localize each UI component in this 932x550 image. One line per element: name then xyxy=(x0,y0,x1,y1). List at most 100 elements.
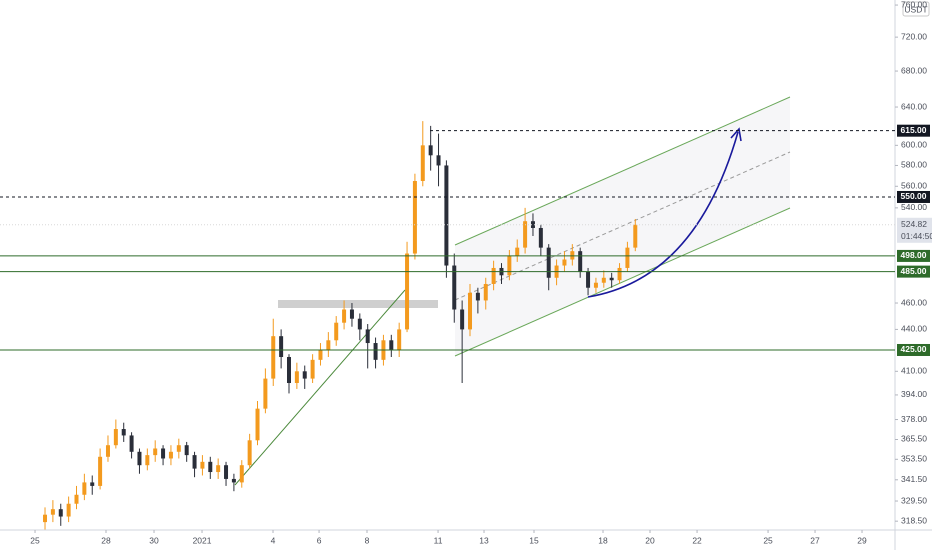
candle-body xyxy=(192,455,197,469)
price-label-box xyxy=(897,190,930,203)
candle-body xyxy=(633,224,638,248)
candle-body xyxy=(247,440,252,466)
candle-body xyxy=(601,277,606,283)
currency-box xyxy=(902,1,930,17)
candle-body xyxy=(326,340,331,350)
candle-body xyxy=(593,282,598,288)
x-tick-label: 29 xyxy=(857,535,867,545)
x-tick-label: 4 xyxy=(271,535,276,545)
candle-body xyxy=(397,329,402,350)
candle-body xyxy=(74,494,79,504)
last-price-box xyxy=(897,217,932,243)
candle-body xyxy=(105,445,110,457)
x-tick-label: 18 xyxy=(598,535,608,545)
x-tick-label: 13 xyxy=(479,535,489,545)
candle-body xyxy=(625,247,630,268)
x-tick-label: 22 xyxy=(692,535,702,545)
candle-body xyxy=(452,265,457,310)
candle-body xyxy=(318,349,323,360)
y-tick-label: 341.50 xyxy=(901,474,927,484)
x-tick-label: 15 xyxy=(529,535,539,545)
candle-body xyxy=(428,145,433,156)
candle-body xyxy=(365,329,370,344)
x-tick-label: 28 xyxy=(101,535,111,545)
countdown: 01:44:50 xyxy=(901,231,932,241)
y-tick-label: 640.00 xyxy=(901,101,927,111)
candle-body xyxy=(546,247,551,278)
candle-body xyxy=(412,181,417,254)
candle-body xyxy=(460,309,465,330)
candle-body xyxy=(208,461,213,473)
price-label-box xyxy=(897,124,930,137)
candle-body xyxy=(121,429,126,436)
candle-body xyxy=(570,251,575,260)
candle-body xyxy=(405,253,410,330)
y-tick-label: 329.50 xyxy=(901,495,927,505)
candle-body xyxy=(436,155,441,166)
candle-body xyxy=(349,309,354,319)
x-tick-label: 27 xyxy=(810,535,820,545)
price-label: 425.00 xyxy=(901,344,927,354)
candle-body xyxy=(373,343,378,360)
candle-body xyxy=(200,461,205,469)
candle-body xyxy=(286,357,291,384)
range-box xyxy=(278,300,438,308)
y-tick-label: 394.00 xyxy=(901,389,927,399)
y-tick-label: 600.00 xyxy=(901,140,927,150)
price-label-box xyxy=(897,343,930,356)
y-tick-label: 318.50 xyxy=(901,515,927,525)
candle-body xyxy=(263,378,268,409)
candle-body xyxy=(444,165,449,266)
candle-body xyxy=(334,322,339,341)
y-tick-label: 353.50 xyxy=(901,454,927,464)
candle-body xyxy=(271,336,276,379)
y-tick-label: 440.00 xyxy=(901,324,927,334)
candle-body xyxy=(586,271,591,288)
candle-body xyxy=(90,482,95,486)
marks xyxy=(43,121,638,530)
y-tick-label: 460.00 xyxy=(901,297,927,307)
candle-body xyxy=(216,465,221,473)
last-price: 524.82 xyxy=(901,219,927,229)
candle-body xyxy=(530,221,535,228)
x-tick-label: 2021 xyxy=(193,535,212,545)
candle-body xyxy=(113,429,118,446)
candle-body xyxy=(58,509,63,517)
channel-lower xyxy=(454,207,791,357)
candle-body xyxy=(129,435,134,452)
candle-body xyxy=(239,465,244,483)
candle-body xyxy=(562,259,567,266)
y-tick-label: 560.00 xyxy=(901,181,927,191)
x-tick-label: 25 xyxy=(763,535,773,545)
candle-body xyxy=(507,255,512,276)
candle-body xyxy=(145,455,150,466)
candle-body xyxy=(523,221,528,248)
y-tick-label: 760.00 xyxy=(901,0,927,9)
candle-body xyxy=(491,267,496,284)
candle-body xyxy=(168,451,173,459)
price-label-box xyxy=(897,265,930,278)
projection-arrow xyxy=(587,131,739,298)
y-tick-label: 720.00 xyxy=(901,31,927,41)
x-tick-label: 20 xyxy=(645,535,655,545)
candle-body xyxy=(538,227,543,248)
trend-line xyxy=(234,289,406,486)
candle-body xyxy=(50,509,55,515)
candle-body xyxy=(302,371,307,379)
arrow-head xyxy=(730,127,742,142)
candle-body xyxy=(483,283,488,301)
y-tick-label: 580.00 xyxy=(901,160,927,170)
candle-body xyxy=(231,478,236,483)
price-label: 485.00 xyxy=(901,266,927,276)
y-tick-label: 410.00 xyxy=(901,366,927,376)
candle-body xyxy=(161,448,166,459)
candle-body xyxy=(609,277,614,281)
candle-body xyxy=(420,145,425,182)
price-label: 615.00 xyxy=(901,125,927,135)
candle-body xyxy=(82,482,87,495)
candle-body xyxy=(66,503,71,517)
candle-body xyxy=(184,445,189,456)
candle-body xyxy=(43,514,48,523)
x-tick-label: 30 xyxy=(149,535,159,545)
